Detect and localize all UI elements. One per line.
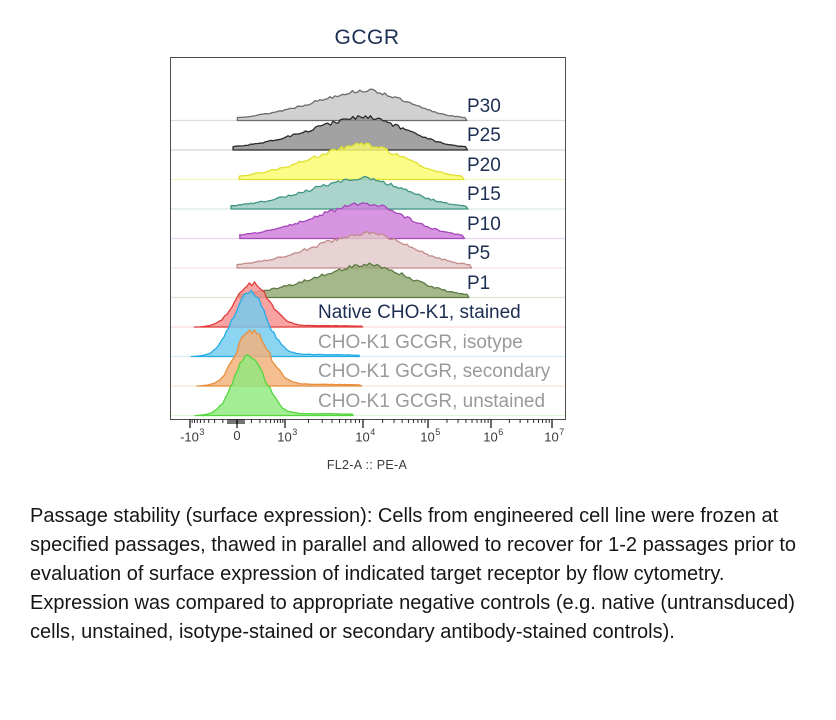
x-tick-base: 0	[233, 428, 241, 443]
ridge-label-p15: P15	[467, 184, 501, 205]
ridge-label-native-cho-k1-stained: Native CHO-K1, stained	[318, 302, 521, 323]
ridge-histogram-p5	[236, 230, 473, 269]
x-tick-base: 10	[420, 429, 435, 445]
x-axis-label: FL2-A :: PE-A	[326, 458, 408, 472]
x-tick-exponent: 7	[559, 427, 565, 437]
x-tick-label-10e3: 103	[277, 427, 298, 445]
x-tick-base: 10	[355, 429, 370, 445]
x-tick-label-10e5: 105	[420, 427, 441, 445]
x-axis-ticks	[189, 419, 553, 428]
ridge-label-cho-k1-gcgr-unstained: CHO-K1 GCGR, unstained	[318, 390, 546, 412]
ridge-histogram-p30	[236, 88, 468, 122]
x-tick-exponent: 6	[498, 427, 504, 437]
x-tick-exponent: 3	[199, 427, 205, 437]
ridge-label-p20: P20	[467, 154, 501, 176]
ridge-histogram-cho-k1-gcgr-unstained	[194, 353, 354, 417]
ridge-label-p30: P30	[467, 95, 501, 117]
ridge-histogram-cho-k1-gcgr-isotype	[190, 289, 361, 358]
ridge-label-p25: P25	[467, 125, 501, 146]
ridge-label-p1: P1	[467, 272, 491, 294]
x-tick-base: 10	[483, 429, 498, 445]
ridge-histogram-p20	[238, 142, 465, 181]
x-tick-exponent: 5	[435, 427, 441, 437]
ridge-label-cho-k1-gcgr-isotype: CHO-K1 GCGR, isotype	[318, 331, 523, 353]
ridge-histogram-p10	[239, 202, 466, 240]
x-tick-exponent: 4	[370, 427, 376, 437]
x-tick-label-neg10e3: -103	[180, 427, 205, 445]
ridge-histogram-p15	[230, 176, 469, 210]
ridgeline-histograms-svg	[171, 88, 565, 417]
figure-caption: Passage stability (surface expression): …	[30, 505, 796, 643]
x-tick-label-10e7: 107	[544, 427, 565, 445]
x-tick-base: 10	[277, 429, 292, 445]
x-tick-label-0: 0	[233, 428, 240, 443]
ridge-histogram-p25	[232, 115, 469, 151]
x-tick-exponent: 3	[292, 427, 298, 437]
ridge-label-cho-k1-gcgr-secondary: CHO-K1 GCGR, secondary	[318, 361, 551, 382]
x-axis-tick-labels: -103 0 103 104 105 106 107	[170, 427, 565, 452]
x-tick-label-10e4: 104	[355, 427, 376, 445]
chart-title: GCGR	[334, 26, 400, 49]
ridge-label-p10: P10	[467, 213, 501, 235]
ridge-label-p5: P5	[467, 243, 491, 264]
ridge-histogram-p1	[238, 262, 470, 299]
x-tick-base: 10	[544, 429, 559, 445]
x-tick-base: -10	[180, 429, 199, 445]
x-tick-label-10e6: 106	[483, 427, 504, 445]
plot-area: P30 P25 P20 P15 P10 P5 P1 Native CHO-K1, staine…	[170, 57, 566, 420]
